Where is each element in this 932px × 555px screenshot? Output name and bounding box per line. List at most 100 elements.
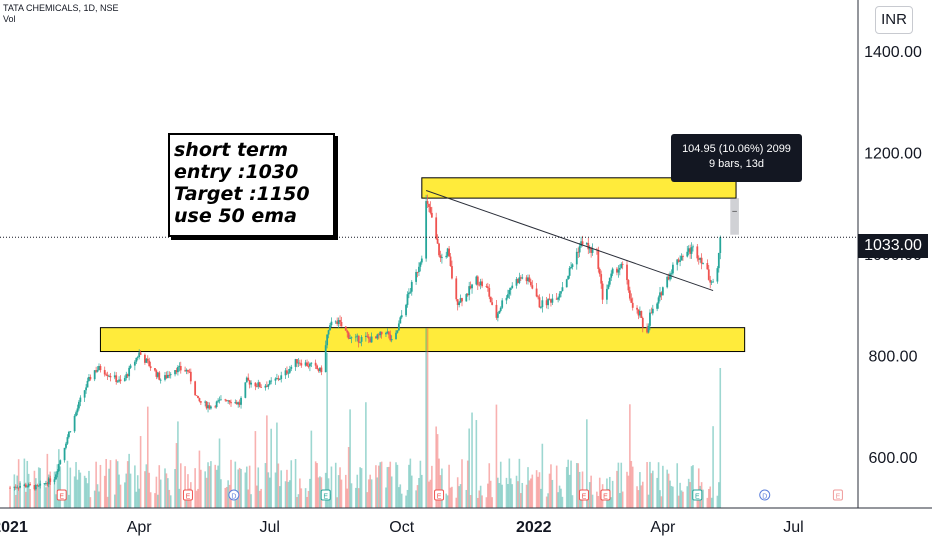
- candle-body: [476, 276, 479, 285]
- volume-bar: [299, 478, 301, 508]
- candle-body: [43, 483, 46, 484]
- candle-body: [354, 336, 357, 338]
- candle-body: [518, 277, 521, 283]
- volume-bar: [438, 458, 440, 508]
- volume-bar: [575, 463, 578, 508]
- candle-body: [446, 248, 449, 256]
- currency-button[interactable]: INR: [875, 6, 913, 34]
- candle-body: [438, 243, 440, 256]
- volume-bar: [386, 467, 389, 508]
- candle-body: [606, 288, 608, 300]
- candle-body: [29, 484, 32, 486]
- event-marker-letter: E: [323, 494, 328, 501]
- candle-body: [359, 341, 362, 343]
- volume-bar: [357, 488, 360, 508]
- volume-bar: [13, 474, 16, 508]
- volume-bar: [79, 472, 82, 508]
- volume-bar: [350, 483, 353, 508]
- candle-body: [195, 395, 198, 397]
- volume-bar: [498, 483, 501, 508]
- volume-bar: [174, 469, 176, 508]
- candle-body: [16, 487, 19, 489]
- volume-bar: [370, 479, 373, 508]
- candle-body: [98, 366, 100, 371]
- candle-body: [469, 286, 472, 289]
- volume-bar: [227, 480, 229, 508]
- volume-bar: [119, 484, 122, 508]
- volume-bar: [650, 473, 653, 508]
- candle-body: [129, 365, 132, 368]
- candle-body: [288, 368, 291, 373]
- volume-bar: [359, 467, 361, 508]
- candle-body: [347, 332, 350, 339]
- candle-body: [146, 358, 149, 361]
- event-marker-letter: D: [762, 494, 767, 501]
- volume-bar: [558, 485, 561, 508]
- volume-bar: [367, 479, 370, 508]
- volume-bar: [511, 484, 514, 508]
- event-marker-letter: E: [582, 494, 587, 501]
- candle-body: [640, 311, 643, 318]
- volume-bar: [406, 489, 409, 508]
- volume-bar: [210, 461, 212, 508]
- candle-body: [657, 297, 660, 304]
- candle-body: [13, 486, 16, 488]
- candle-body: [525, 277, 528, 282]
- candle-body: [174, 370, 176, 375]
- candle-body: [636, 307, 638, 310]
- x-tick-label: Jul: [260, 519, 280, 536]
- volume-bar: [254, 431, 257, 508]
- candle-body: [234, 402, 237, 404]
- candle-body: [280, 375, 283, 380]
- volume-bar: [639, 472, 641, 508]
- volume-bar: [124, 482, 126, 508]
- candle-body: [560, 291, 562, 294]
- volume-bar: [395, 462, 397, 508]
- candle-body: [286, 370, 288, 374]
- volume-bar: [716, 495, 719, 508]
- candle-body: [699, 257, 702, 260]
- candle-body: [415, 271, 417, 282]
- candle-body: [545, 300, 548, 306]
- candle-body: [420, 258, 423, 263]
- candle-body: [717, 252, 720, 269]
- volume-bar: [237, 469, 239, 508]
- volume-bar: [159, 479, 162, 508]
- volume-bar: [408, 464, 410, 508]
- candle-body: [716, 268, 719, 282]
- candle-body: [478, 284, 481, 286]
- candle-body: [349, 338, 351, 339]
- volume-bar: [597, 495, 600, 508]
- volume-bar: [125, 473, 128, 508]
- candle-body: [254, 382, 257, 387]
- event-marker-letter: E: [59, 494, 64, 501]
- candle-body: [449, 256, 452, 267]
- volume-bar: [535, 470, 538, 508]
- volume-bar: [649, 461, 651, 508]
- volume-bar: [660, 496, 663, 508]
- volume-bar: [177, 421, 179, 508]
- candle-body: [479, 281, 482, 285]
- volume-bar: [521, 482, 524, 508]
- candle-body: [441, 257, 443, 259]
- last-price-label: 1033.00: [858, 234, 928, 258]
- candle-body: [517, 279, 519, 283]
- volume-bar: [451, 486, 453, 508]
- candle-body: [277, 378, 280, 380]
- volume-bar: [56, 464, 59, 508]
- candle-body: [336, 321, 339, 324]
- volume-bar: [410, 475, 413, 508]
- candle-body: [702, 263, 704, 264]
- candle-body: [527, 277, 529, 282]
- volume-bar: [380, 461, 383, 508]
- volume-bar: [304, 488, 307, 508]
- volume-bar: [580, 497, 582, 508]
- candle-body: [217, 400, 219, 402]
- volume-bar: [637, 490, 640, 508]
- candle-body: [649, 312, 651, 326]
- candle-body: [93, 370, 96, 380]
- volume-bar: [436, 434, 439, 508]
- volume-bar: [37, 467, 40, 508]
- volume-bar: [491, 497, 493, 508]
